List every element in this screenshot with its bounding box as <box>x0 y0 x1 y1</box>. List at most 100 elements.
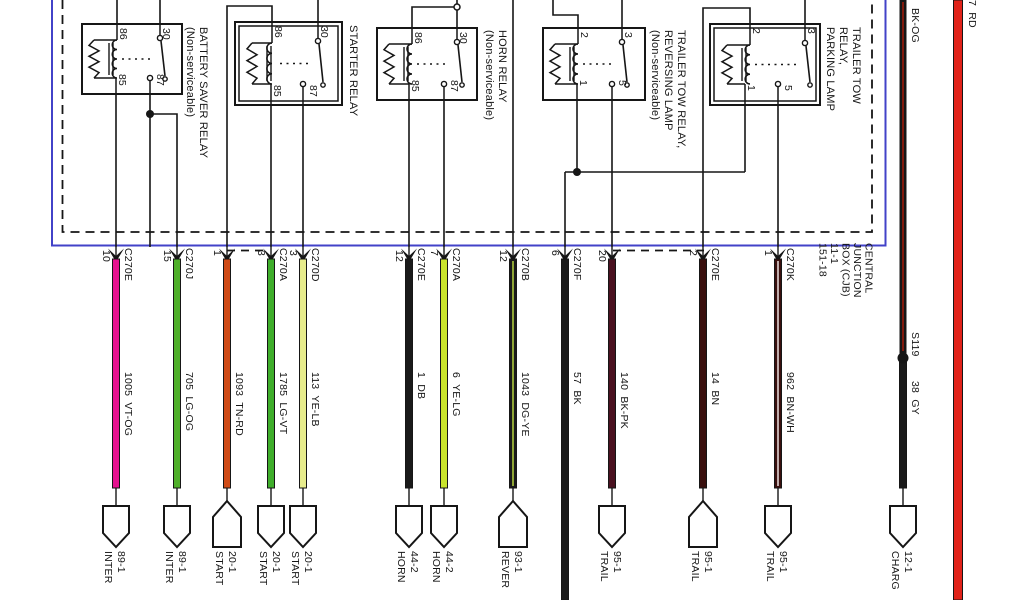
relay-pin-label: 30 <box>318 26 330 38</box>
terminal-label-2-line: START <box>213 551 225 586</box>
terminal-44-2-connector <box>395 505 423 549</box>
wire-code-8-line: 57 BK <box>571 372 583 405</box>
wire-connector-name-4: C270D <box>308 248 321 282</box>
cjb-label-line: CENTRAL <box>862 243 875 294</box>
wire-pin-number-0: 10 <box>99 250 112 262</box>
cjb-label-line: 151-18 <box>816 243 829 277</box>
wire-pin-number-9: 20 <box>595 250 608 262</box>
switch-blade-end <box>459 82 465 88</box>
horn-relay-label-line: HORN RELAY <box>496 30 508 103</box>
wire-bar <box>405 258 413 489</box>
cjb-label-line: 11-1 <box>828 243 840 265</box>
terminal-label-6-line: HORN <box>430 551 442 583</box>
wire-pin-number-7-line: 12 <box>497 250 509 263</box>
terminal-89-1-connector <box>163 505 191 549</box>
cjb-dashed-border <box>61 0 873 233</box>
coil-windings <box>744 44 751 85</box>
wire-code-5: 1 DB <box>414 372 427 399</box>
coil-zigzag <box>382 43 396 85</box>
terminal-label-3-line: 20-1 <box>270 551 282 573</box>
terminal-label-10-line: 95-1 <box>702 551 714 573</box>
terminal-label-3: 20-1 START <box>256 551 282 585</box>
rd-wire-label: 7 RD <box>966 0 978 28</box>
relay-pin-label: 3 <box>805 28 817 34</box>
battery-saver-relay-label: BATTERY SAVER RELAY (Non-serviceable) <box>183 27 209 158</box>
bkog-wire-label: BK-OG <box>909 8 921 43</box>
coil-zigzag <box>245 42 259 85</box>
wire-bar <box>440 258 448 489</box>
wire-code-11: 962 BN-WH <box>783 372 796 433</box>
wire-connector-name-7-line: C270B <box>519 248 531 282</box>
wire-connector-name-7: C270B <box>518 248 531 281</box>
wire-connector-name-6-line: C270A <box>450 248 462 282</box>
terminal-label-9: 95-1 TRAIL <box>597 551 623 582</box>
circuit-wire-1093-TN-RD <box>212 247 242 548</box>
wire-connector-name-10-line: C270E <box>709 248 721 282</box>
relay-routing-lines <box>115 0 806 247</box>
terminal-20-1-connector <box>257 505 285 549</box>
wire-pin-number-5-line: 12 <box>393 250 405 263</box>
bkog-bus-wire <box>897 0 909 364</box>
wire-connector-name-3-line: C270A <box>277 248 289 282</box>
terminal-label-2-line: 20-1 <box>226 551 238 573</box>
wire-pin-number-6-line: 7 <box>428 250 440 257</box>
terminal-93-1-connector <box>498 499 528 548</box>
wire-code-4: 113 YE-LB <box>308 372 321 427</box>
wire-code-0-line: 1005 VT-OG <box>122 372 134 437</box>
terminal-label-5-line: 44-2 <box>408 551 420 573</box>
terminal-95-1-connector <box>598 505 626 549</box>
coil-windings <box>266 42 273 85</box>
circuit-wire-14-BN <box>688 247 718 548</box>
wire-line <box>805 45 811 83</box>
terminal-label-10-line: TRAIL <box>689 551 701 582</box>
wire-pin-number-10: 2 <box>686 250 699 256</box>
terminal-label-12-line: CHARG <box>889 551 901 590</box>
wire-pin-number-2: 1 <box>210 250 223 256</box>
horn-relay-label-line: (Non-serviceable) <box>483 30 495 121</box>
wire-connector-name-11-line: C270K <box>784 248 796 282</box>
circuit-wire-1-DB <box>395 247 423 549</box>
relay-pin-label: 2 <box>578 32 590 38</box>
terminal-label-7-line: 93-1 <box>512 551 524 573</box>
wire-code-7: 1043 DG-YE <box>518 372 531 437</box>
wire-connector-name-3: C270A <box>276 248 289 281</box>
wire-connector-name-5: C270E <box>414 248 427 281</box>
relay-box <box>542 27 646 101</box>
battery-saver-relay-label-line: (Non-serviceable) <box>184 27 196 118</box>
terminal-label-0-line: INTER <box>102 551 114 584</box>
trailer-tow-parking-lamp-relay-label-line: TRAILER TOW <box>850 27 862 104</box>
switch-contact-bottom <box>146 74 154 82</box>
terminal-label-11-line: TRAIL <box>764 551 776 582</box>
coil-zigzag <box>87 39 101 79</box>
wire-code-2: 1093 TN-RD <box>232 372 245 436</box>
rd-bus-wire-bar <box>953 0 963 600</box>
wire-connector-name-8-line: C270F <box>571 248 583 281</box>
wire-pin-number-9-line: 20 <box>596 250 608 263</box>
wire-code-7-line: 1043 DG-YE <box>519 372 531 437</box>
wire-pin-number-1: 15 <box>160 250 173 262</box>
wire-connector-name-10: C270E <box>708 248 721 281</box>
switch-contact-bottom <box>608 80 616 88</box>
splice-s119-dot <box>897 352 909 364</box>
wire-code-12-line: 38 GY <box>909 381 921 415</box>
cjb-blue-border <box>51 0 887 247</box>
wire-connector-name-11: C270K <box>783 248 796 281</box>
wire-code-3: 1785 LG-VT <box>276 372 289 434</box>
wire-pin-number-6: 7 <box>427 250 440 256</box>
wire-connector-name-1: C270J <box>182 248 195 279</box>
wire-pin-number-1-line: 15 <box>161 250 173 263</box>
trailer-tow-reversing-lamp-relay-label-line: TRAILER TOW RELAY, <box>675 30 687 149</box>
relay-pin-label: 87 <box>307 85 319 97</box>
wire-bar <box>299 258 307 489</box>
relay-pin-label: 85 <box>271 85 283 97</box>
wire-code-1-line: 705 LG-OG <box>183 372 195 432</box>
relay-box <box>81 23 183 95</box>
relay-pin-label: 87 <box>154 74 166 86</box>
wire-line <box>411 6 457 28</box>
starter-relay-label-line: STARTER RELAY <box>347 25 359 117</box>
wire-line <box>318 43 324 83</box>
splice-label: S119 <box>909 332 921 357</box>
switch-contact-bottom <box>440 80 448 88</box>
wire-code-2-line: 1093 TN-RD <box>233 372 245 436</box>
wire-pin-number-11-line: 1 <box>762 250 774 257</box>
